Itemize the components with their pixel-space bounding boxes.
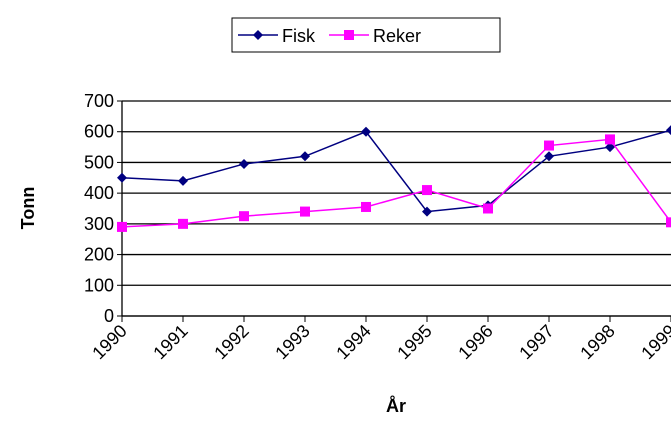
x-tick-label: 1992 (210, 321, 252, 363)
marker (117, 221, 127, 232)
legend-label: Fisk (282, 26, 316, 46)
series-line (121, 138, 671, 228)
x-tick-label: 1994 (332, 321, 374, 363)
marker (253, 30, 263, 40)
y-tick-label: 500 (84, 152, 114, 172)
x-tick-label: 1997 (515, 321, 557, 363)
marker (422, 185, 432, 196)
x-tick-label: 1993 (271, 321, 313, 363)
marker (344, 30, 354, 40)
x-tick-label: 1990 (88, 321, 130, 363)
marker (483, 203, 493, 214)
x-tick-label: 1991 (149, 321, 191, 363)
x-tick-label: 1998 (576, 321, 618, 363)
x-tick-label: 1995 (393, 321, 435, 363)
marker (300, 151, 310, 162)
marker (178, 175, 188, 186)
x-axis-title: År (386, 396, 406, 416)
y-tick-label: 400 (84, 183, 114, 203)
y-tick-label: 700 (84, 91, 114, 111)
marker (544, 140, 554, 151)
marker (605, 134, 615, 145)
marker (239, 211, 249, 222)
marker (361, 201, 371, 212)
legend-label: Reker (373, 26, 421, 46)
marker (117, 172, 127, 183)
marker (666, 125, 671, 136)
y-tick-label: 300 (84, 214, 114, 234)
marker (422, 206, 432, 217)
y-tick-label: 100 (84, 275, 114, 295)
marker (178, 218, 188, 229)
marker (666, 217, 671, 228)
y-tick-label: 0 (104, 306, 114, 326)
series-line (121, 129, 671, 213)
marker (544, 151, 554, 162)
x-tick-label: 1996 (454, 321, 496, 363)
x-tick-label: 1999 (637, 321, 671, 363)
y-tick-label: 200 (84, 245, 114, 265)
marker (239, 158, 249, 169)
marker (605, 142, 615, 153)
marker (361, 126, 371, 137)
y-tick-label: 600 (84, 122, 114, 142)
marker (300, 206, 310, 217)
y-axis-title: Tonn (18, 187, 38, 230)
